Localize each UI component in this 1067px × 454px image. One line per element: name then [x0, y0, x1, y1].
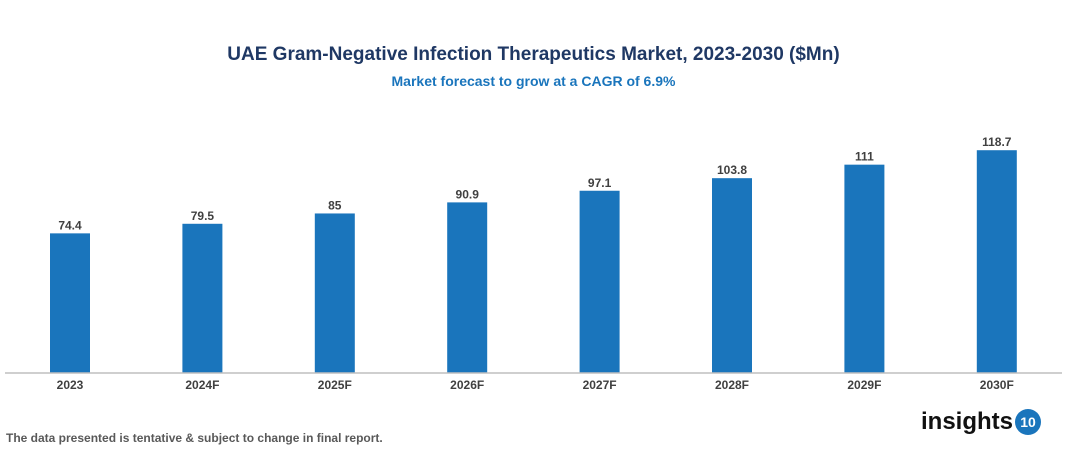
x-tick-label: 2029F [847, 378, 881, 392]
bar-2027F [579, 190, 620, 373]
bar-2029F [844, 164, 885, 373]
x-tick-label: 2028F [715, 378, 749, 392]
x-tick-label: 2025F [318, 378, 352, 392]
bar-2024F [182, 223, 223, 373]
data-label: 79.5 [191, 209, 215, 223]
disclaimer-note: The data presented is tentative & subjec… [6, 431, 383, 445]
data-label: 90.9 [456, 187, 480, 201]
data-label: 118.7 [982, 135, 1012, 149]
x-tick-label: 2030F [980, 378, 1014, 392]
data-label: 85 [328, 198, 342, 212]
x-tick-label: 2027F [583, 378, 617, 392]
bar-2023 [50, 233, 90, 373]
bar-2030F [976, 150, 1017, 373]
chart-title: UAE Gram-Negative Infection Therapeutics… [227, 44, 840, 65]
x-tick-label: 2023 [57, 378, 84, 392]
bar-2025F [314, 213, 355, 373]
data-label: 103.8 [717, 163, 747, 177]
bar-2028F [712, 178, 752, 373]
insights10-logo: insights 10 [921, 408, 1042, 436]
data-label: 111 [855, 150, 874, 164]
logo-badge: 10 [1015, 409, 1042, 435]
x-tick-label: 2026F [450, 378, 484, 392]
chart-subtitle: Market forecast to grow at a CAGR of 6.9… [391, 73, 676, 89]
bar-2026F [447, 202, 488, 373]
x-tick-label: 2024F [185, 378, 219, 392]
logo-text: insights [921, 408, 1014, 435]
data-label: 74.4 [58, 218, 82, 232]
data-label: 97.1 [588, 176, 612, 190]
